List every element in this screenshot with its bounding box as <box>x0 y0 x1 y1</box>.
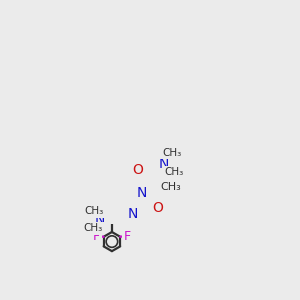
Text: CH₃: CH₃ <box>160 182 181 192</box>
Text: O: O <box>152 201 163 215</box>
Text: N: N <box>128 207 138 221</box>
Text: CH₃: CH₃ <box>84 206 104 216</box>
Text: CH₃: CH₃ <box>164 167 183 177</box>
Text: CH₃: CH₃ <box>83 224 102 233</box>
Text: F: F <box>124 230 131 242</box>
Text: N: N <box>136 187 147 200</box>
Text: N: N <box>94 213 104 227</box>
Text: F: F <box>93 230 100 242</box>
Text: H: H <box>128 204 137 217</box>
Text: O: O <box>132 163 143 177</box>
Text: CH₃: CH₃ <box>162 148 181 158</box>
Text: H: H <box>134 187 143 200</box>
Text: N: N <box>158 157 169 171</box>
